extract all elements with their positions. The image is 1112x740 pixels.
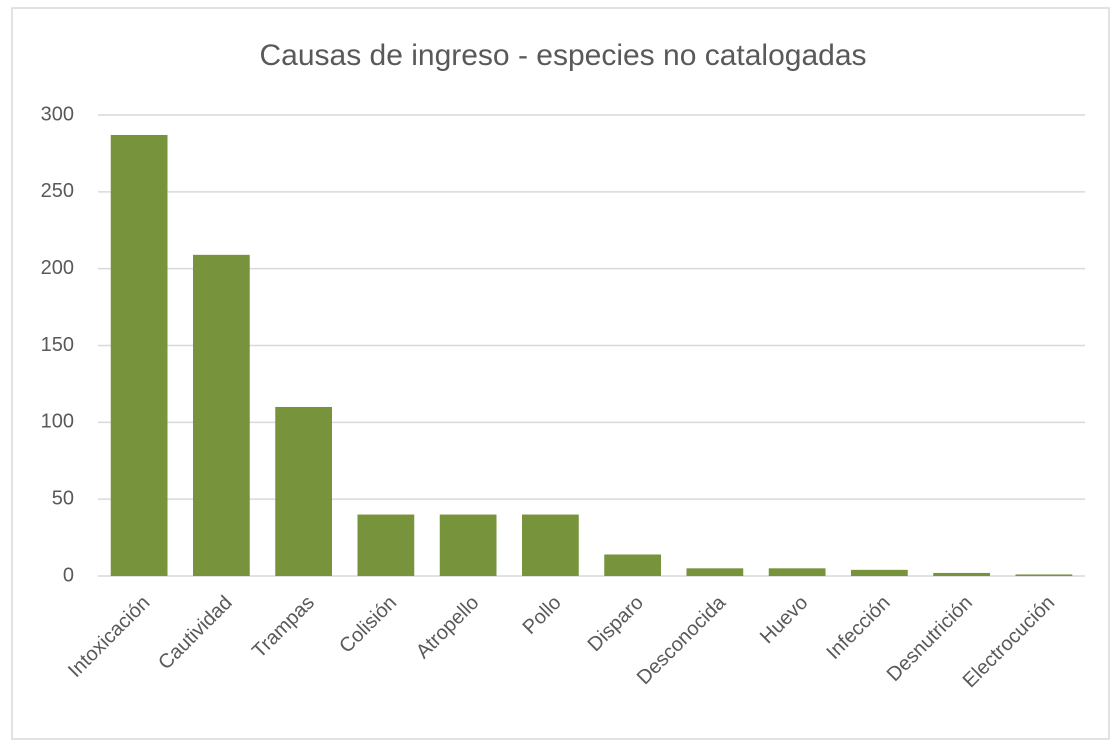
bar — [1015, 574, 1073, 576]
y-tick-label: 250 — [41, 180, 74, 202]
y-tick-label: 150 — [41, 334, 74, 356]
bar — [604, 554, 662, 576]
bar — [192, 254, 250, 576]
bar — [439, 514, 497, 576]
chart-title: Causas de ingreso - especies no cataloga… — [259, 39, 866, 72]
bar — [933, 572, 991, 576]
y-tick-label: 0 — [63, 564, 74, 586]
y-tick-label: 100 — [41, 411, 74, 433]
bar — [686, 568, 744, 576]
bar — [275, 406, 333, 576]
y-tick-label: 300 — [41, 103, 74, 125]
bar — [110, 134, 168, 576]
y-tick-label: 200 — [41, 257, 74, 279]
bar — [850, 569, 908, 576]
bar — [357, 514, 415, 576]
y-tick-label: 50 — [52, 487, 74, 509]
bar — [521, 514, 579, 576]
bar — [768, 568, 826, 576]
